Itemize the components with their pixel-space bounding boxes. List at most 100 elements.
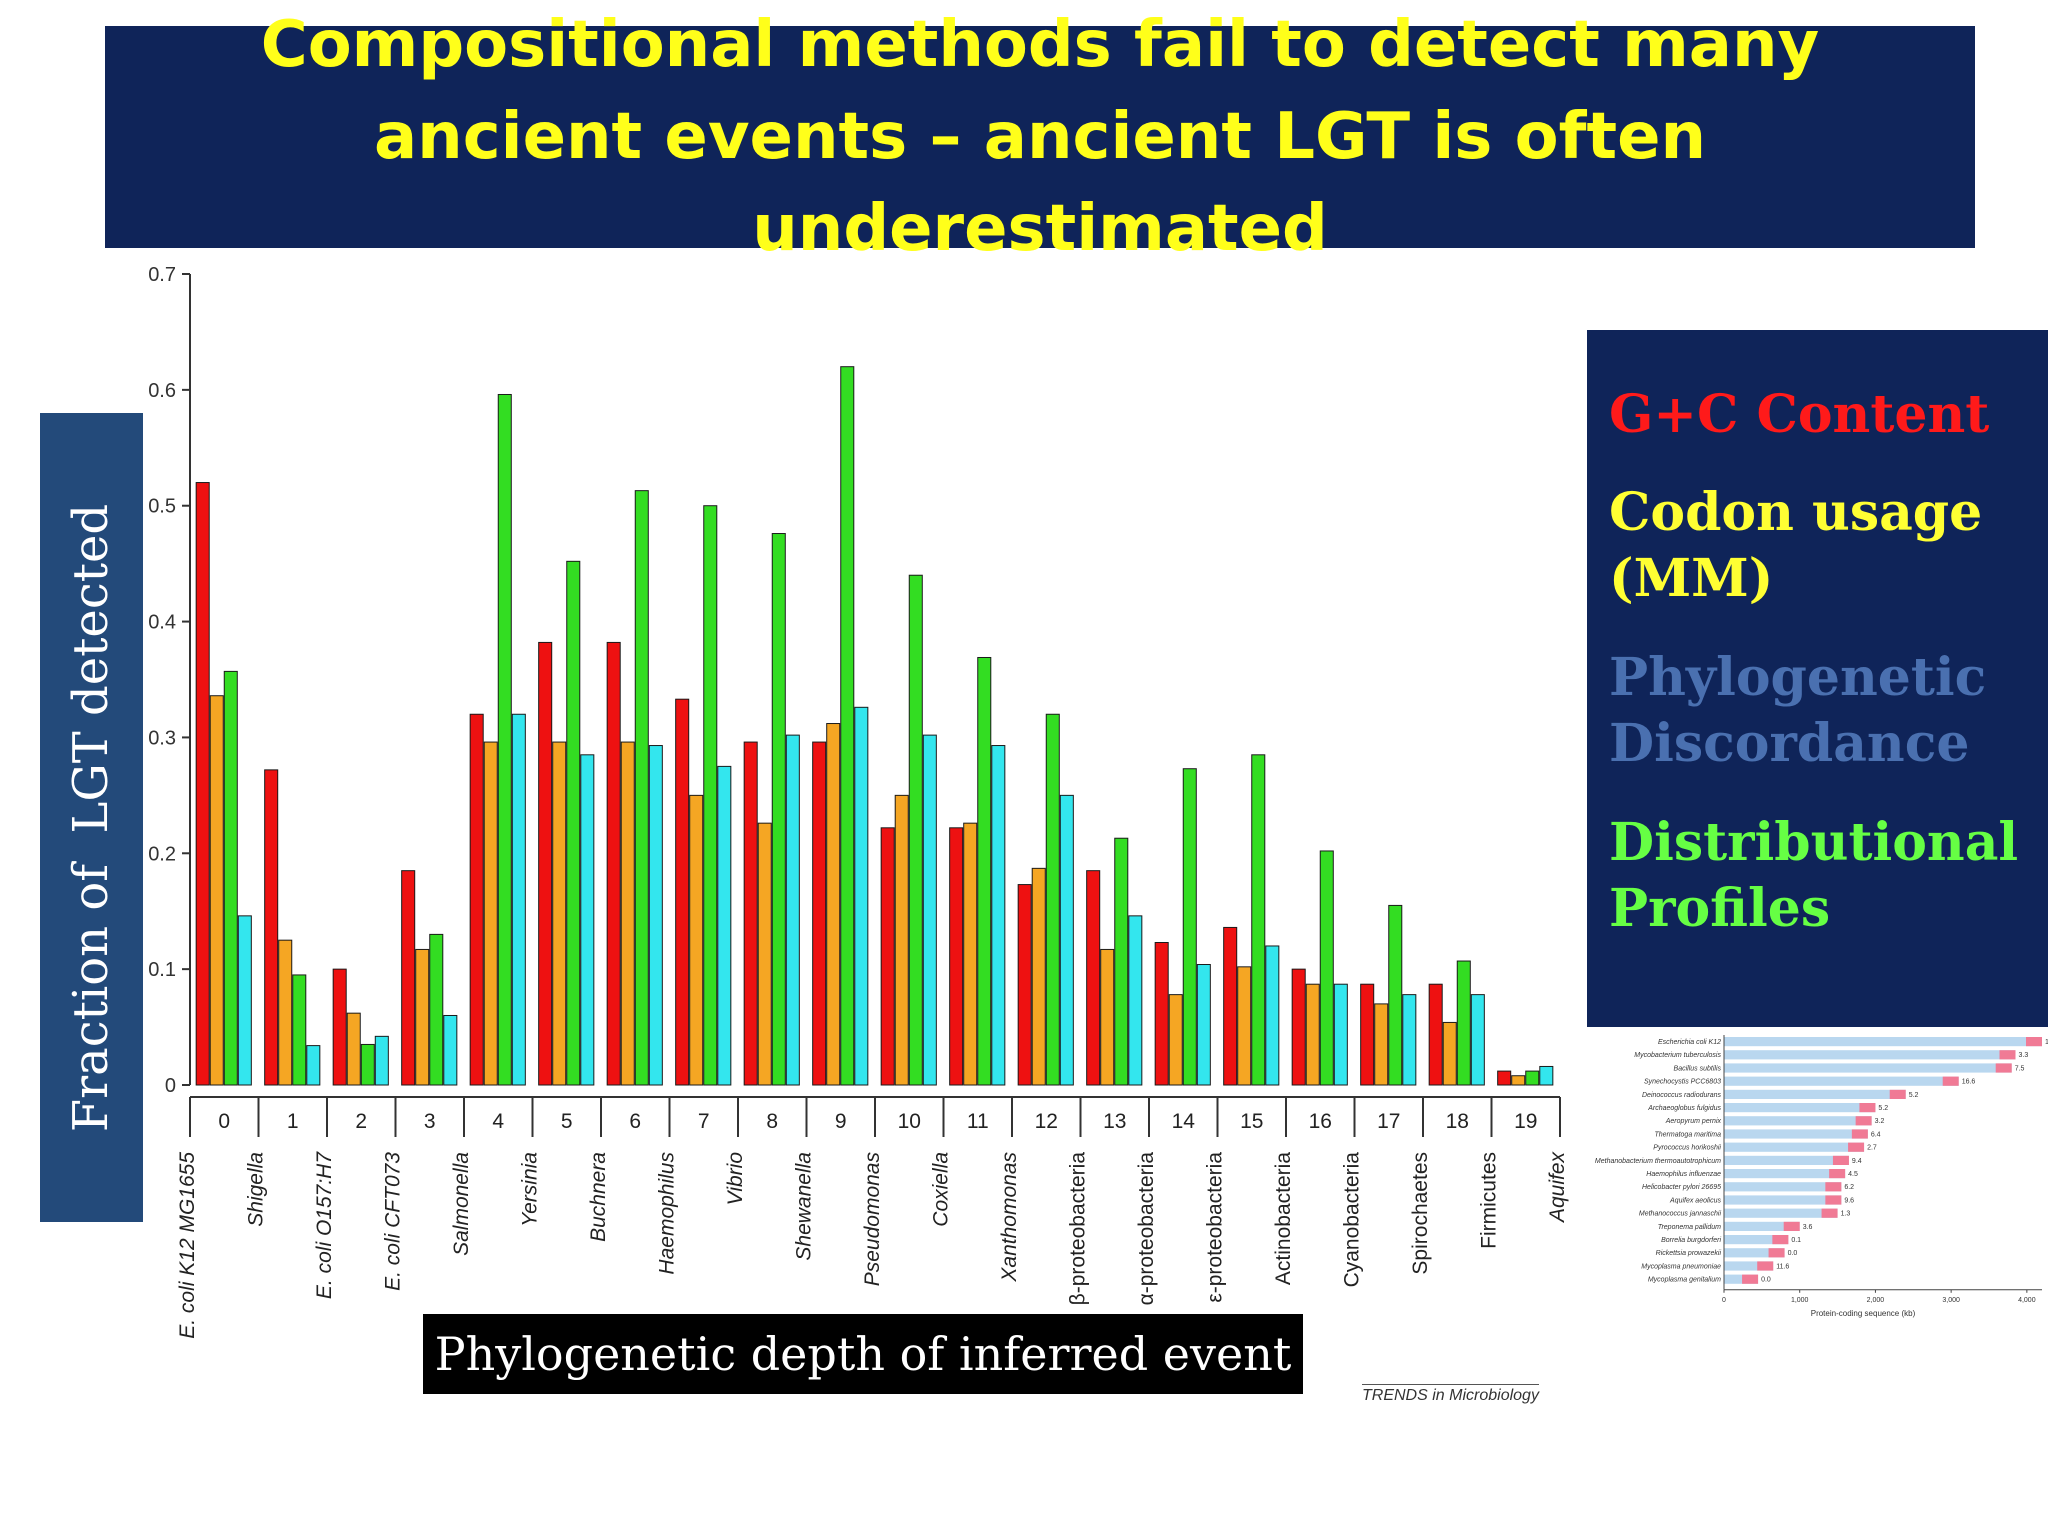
legend-item-distributional-profiles: Distributional Profiles (1609, 812, 2019, 939)
bar (360, 1043, 375, 1086)
inset-x-axis-label: Protein-coding sequence (kb) (1811, 1309, 1916, 1318)
legend-item-phylogenetic-discordance: Phylogenetic Discordance (1609, 647, 1987, 774)
inset-category-label: Mycoplasma genitalium (1648, 1277, 1721, 1284)
y-tick-label: 0.4 (148, 612, 176, 634)
bar (1251, 754, 1266, 1086)
y-tick-label: 0.7 (148, 264, 176, 286)
taxon-label: Vibrio (724, 1152, 747, 1206)
inset-bar-segment (1995, 1063, 2012, 1073)
x-tick-label: 9 (835, 1110, 847, 1133)
x-tick-label: 3 (424, 1110, 436, 1133)
inset-bar-segment (1832, 1155, 1849, 1165)
inset-category-label: Mycoplasma pneumoniae (1641, 1263, 1721, 1270)
bar (469, 713, 484, 1086)
taxon-label: Firmicutes (1478, 1152, 1501, 1249)
inset-bar (1724, 1116, 1872, 1126)
inset-bar (1724, 1248, 1785, 1258)
inset-bar-segment (1829, 1169, 1846, 1179)
legend-item-codon-usage: Codon usage (MM) (1609, 482, 1983, 609)
x-tick-label: 10 (898, 1110, 921, 1133)
y-tick-label: 0.2 (148, 843, 176, 865)
inset-value-label: 3.6 (1803, 1224, 1813, 1231)
taxon-label: ε-proteobacteria (1204, 1152, 1227, 1303)
inset-bar-segment (1768, 1248, 1785, 1258)
bar (1196, 964, 1211, 1086)
inset-bar (1724, 1103, 1876, 1113)
inset-bar-chart: Escherichia coli K12 12.8 Mycobacterium tu… (1595, 1035, 2048, 1318)
inset-x-tick-label: 0 (1722, 1297, 1726, 1304)
inset-category-label: Borrelia burgdorferi (1661, 1237, 1721, 1244)
y-tick-label: 0.3 (148, 727, 176, 749)
inset-category-label: Methanobacterium thermoautotrophicum (1595, 1158, 1721, 1165)
bar (1086, 870, 1101, 1086)
bar (1017, 884, 1032, 1086)
source-credit: TRENDS in Microbiology (1362, 1384, 1539, 1405)
bar (332, 968, 347, 1086)
x-tick-label: 4 (492, 1110, 504, 1133)
bar (195, 482, 210, 1086)
bar (949, 827, 964, 1086)
inset-x-tick-label: 4,000 (2018, 1297, 2036, 1304)
taxon-label: Xanthomonas (998, 1152, 1021, 1283)
taxon-label: E. coli CFT073 (382, 1152, 405, 1291)
bar (483, 741, 498, 1086)
bar (566, 560, 581, 1086)
inset-bar-segment (1825, 1182, 1842, 1192)
bar (497, 393, 512, 1086)
bar (908, 574, 923, 1086)
x-tick-label: 17 (1377, 1110, 1400, 1133)
inset-bar (1724, 1235, 1789, 1245)
bar (415, 948, 430, 1086)
inset-value-label: 12.8 (2045, 1039, 2048, 1046)
inset-category-label: Aquifex aeolicus (1669, 1197, 1721, 1204)
inset-bar-segment (1859, 1103, 1876, 1113)
x-tick-label: 14 (1172, 1110, 1196, 1133)
bar (278, 939, 293, 1086)
slide-title: Compositional methods fail to detect man… (260, 8, 1820, 266)
inset-value-label: 6.2 (1844, 1184, 1854, 1191)
bar (1470, 994, 1485, 1086)
inset-bar-segment (1742, 1274, 1759, 1284)
bar (1168, 994, 1183, 1086)
x-tick-label: 2 (355, 1110, 367, 1133)
bar (1511, 1075, 1526, 1086)
inset-bar-segment (1772, 1235, 1789, 1245)
inset-value-label: 9.6 (1844, 1197, 1854, 1204)
inset-x-tick-label: 2,000 (1867, 1297, 1885, 1304)
y-axis-label: Fraction of LGT detected (63, 503, 120, 1132)
inset-category-label: Rickettsia prowazekii (1656, 1250, 1722, 1257)
inset-category-label: Synechocystis PCC6803 (1644, 1079, 1721, 1086)
inset-bar-segment (1783, 1221, 1800, 1231)
inset-value-label: 0.1 (1791, 1237, 1801, 1244)
y-tick-label: 0.6 (148, 380, 176, 402)
legend-box: G+C Content Codon usage (MM) Phylogeneti… (1587, 330, 2048, 1027)
bar (1045, 713, 1060, 1086)
bar (264, 769, 279, 1086)
x-tick-label: 5 (561, 1110, 573, 1133)
inset-bar (1724, 1129, 1868, 1139)
x-tick-label: 6 (629, 1110, 641, 1133)
bar (1319, 850, 1334, 1086)
inset-bar-segment (1825, 1195, 1842, 1205)
bar (717, 765, 732, 1086)
bar (429, 933, 444, 1086)
bar-chart: 00.10.20.30.40.50.60.70 1 2 3 4 5 6 7 8 9 10 11 12 13… (148, 264, 1569, 1339)
inset-category-label: Bacillus subtilis (1674, 1065, 1722, 1072)
bar (1402, 994, 1417, 1086)
inset-bar (1724, 1221, 1800, 1231)
bar (826, 723, 841, 1086)
inset-category-label: Haemophilus influenzae (1646, 1171, 1721, 1178)
x-tick-label: 0 (218, 1110, 230, 1133)
x-tick-label: 11 (967, 1110, 989, 1133)
inset-bar (1724, 1155, 1849, 1165)
bar (606, 641, 621, 1086)
bar (1237, 966, 1252, 1086)
inset-category-label: Treponema pallidum (1658, 1224, 1721, 1231)
x-axis-label: Phylogenetic depth of inferred event (434, 1327, 1292, 1381)
bar (401, 870, 416, 1086)
bar (675, 698, 690, 1086)
taxon-label: E. coli K12 MG1655 (176, 1152, 199, 1339)
y-tick-label: 0.5 (148, 496, 176, 518)
inset-value-label: 3.3 (2019, 1052, 2029, 1059)
bar (237, 915, 252, 1086)
